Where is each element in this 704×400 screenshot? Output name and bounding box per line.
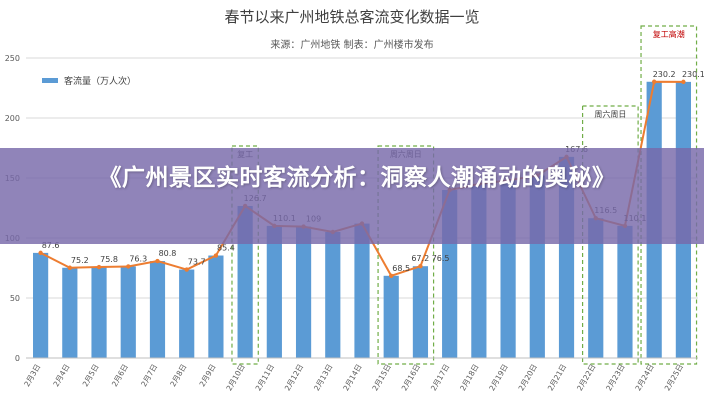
annotation-box (231, 145, 259, 365)
bar (412, 266, 429, 358)
line-point (651, 79, 657, 84)
x-tick-label: 2月14日 (341, 363, 363, 393)
annotation-box (377, 145, 435, 365)
line-point (389, 273, 394, 278)
data-label: 68.5 (392, 264, 410, 273)
x-tick-label: 2月7日 (139, 363, 159, 389)
x-tick-label: 2月11日 (254, 363, 276, 393)
bar (354, 223, 370, 358)
line-point (681, 79, 686, 85)
x-tick-label: 2月17日 (429, 363, 451, 393)
y-tick-label: 250 (5, 54, 20, 63)
y-tick-label: 50 (10, 294, 20, 303)
x-tick-label: 2月15日 (370, 363, 392, 393)
x-tick-label: 2月25日 (663, 363, 685, 393)
x-tick-label: 2月18日 (458, 363, 480, 393)
line-point (184, 267, 189, 272)
chart-title: 春节以来广州地铁总客流变化数据一览 (224, 8, 479, 26)
legend-swatch (42, 78, 58, 83)
data-label: 230.1 (682, 70, 704, 79)
x-tick-label: 2月24日 (633, 363, 655, 393)
headline-text: 《广州景区实时客流分析：洞察人潮涌动的奥秘》 (98, 165, 616, 191)
x-tick-label: 2月9日 (198, 363, 218, 389)
x-tick-label: 2月12日 (283, 363, 305, 393)
data-label: 76.3 (129, 254, 147, 263)
x-tick-label: 2月3日 (22, 363, 42, 389)
line-point (418, 264, 423, 269)
bar (208, 255, 224, 358)
data-label: 67.2 76.5 (411, 254, 449, 263)
annotation-label: 周六周日 (594, 109, 626, 119)
x-tick-label: 2月4日 (51, 363, 71, 389)
line-point (38, 250, 43, 256)
x-tick-label: 2月13日 (312, 363, 334, 393)
bar (33, 252, 49, 358)
bar (266, 225, 282, 358)
line-point (126, 264, 131, 269)
x-tick-label: 2月20日 (517, 363, 539, 393)
bar (91, 267, 107, 358)
x-tick-label: 2月23日 (604, 363, 626, 393)
bar (295, 226, 312, 358)
bar (325, 232, 341, 358)
data-label: 80.8 (159, 249, 177, 258)
y-tick-label: 200 (5, 114, 20, 123)
y-tick-label: 0 (15, 354, 20, 363)
bar (120, 266, 136, 358)
headline-banner (0, 148, 704, 244)
bar (62, 267, 78, 358)
chart-subtitle: 来源：广州地铁 制表：广州楼市发布 (270, 38, 433, 51)
data-label: 87.6 (42, 241, 60, 250)
x-tick-label: 2月8日 (168, 363, 188, 389)
data-label: 230.2 (653, 70, 676, 79)
line-point (213, 253, 219, 258)
line-point (96, 264, 102, 270)
bar (179, 269, 195, 358)
data-label: 75.2 (71, 256, 89, 265)
legend-label: 客流量（万人次） (64, 75, 136, 87)
bar (617, 225, 633, 358)
line-point (67, 265, 73, 270)
x-tick-label: 2月10日 (224, 363, 246, 393)
annotation-label: 复工高潮 (653, 29, 685, 39)
x-tick-label: 2月19日 (487, 362, 509, 392)
line-point (155, 258, 160, 264)
bar (588, 218, 604, 358)
data-label: 85.4 (217, 244, 235, 253)
bar (149, 261, 166, 358)
x-tick-label: 2月5日 (81, 363, 101, 389)
x-tick-label: 2月21日 (546, 363, 568, 393)
data-label: 75.8 (100, 255, 118, 264)
x-tick-label: 2月22日 (575, 363, 597, 393)
x-tick-label: 2月16日 (400, 363, 422, 393)
bar (383, 275, 399, 358)
x-tick-label: 2月6日 (110, 363, 130, 389)
data-label: 73.7 (188, 258, 206, 267)
